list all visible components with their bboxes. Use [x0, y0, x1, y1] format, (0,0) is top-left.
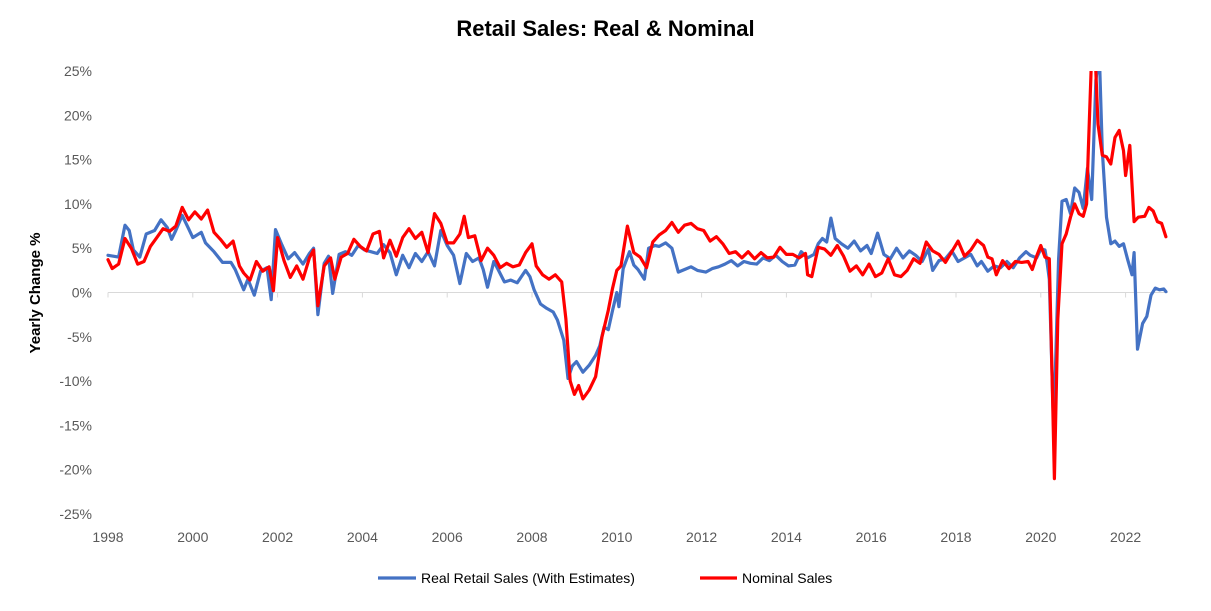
chart-title: Retail Sales: Real & Nominal — [456, 16, 755, 41]
x-tick-label: 2014 — [771, 529, 802, 545]
series-line-real-retail-sales — [106, 71, 1168, 427]
y-tick-label: -20% — [59, 462, 92, 478]
y-tick-label: 15% — [64, 152, 92, 168]
y-tick-label: -15% — [59, 417, 92, 433]
legend-label: Real Retail Sales (With Estimates) — [421, 570, 635, 586]
x-tick-label: 2008 — [516, 529, 547, 545]
x-tick-label: 2002 — [262, 529, 293, 545]
x-axis: 1998 2000 2002 2004 2006 2008 2010 2012 2014 2016… — [92, 292, 1168, 545]
y-tick-label: 20% — [64, 107, 92, 123]
y-tick-label: 25% — [64, 63, 92, 79]
x-tick-label: 2020 — [1025, 529, 1056, 545]
series-line-nominal-sales — [106, 71, 1168, 481]
legend: Real Retail Sales (With Estimates) Nomina… — [378, 570, 832, 586]
y-tick-label: -5% — [67, 329, 92, 345]
x-tick-label: 2022 — [1110, 529, 1141, 545]
y-tick-label: -25% — [59, 506, 92, 522]
x-tick-label: 2006 — [432, 529, 463, 545]
series-lines — [106, 71, 1168, 481]
y-tick-label: -10% — [59, 373, 92, 389]
x-tick-label: 2018 — [940, 529, 971, 545]
x-tick-label: 2000 — [177, 529, 208, 545]
y-tick-label: 5% — [72, 240, 92, 256]
y-axis-title: Yearly Change % — [27, 233, 44, 354]
x-tick-label: 1998 — [92, 529, 123, 545]
y-tick-label: 0% — [72, 285, 92, 301]
y-tick-label: 10% — [64, 196, 92, 212]
x-tick-label: 2012 — [686, 529, 717, 545]
y-axis: -25% -20% -15% -10% -5% 0% 5% 10% 15% 20% 25% — [59, 63, 92, 522]
x-tick-label: 2016 — [856, 529, 887, 545]
x-tick-label: 2004 — [347, 529, 378, 545]
legend-label: Nominal Sales — [742, 570, 832, 586]
x-tick-label: 2010 — [601, 529, 632, 545]
